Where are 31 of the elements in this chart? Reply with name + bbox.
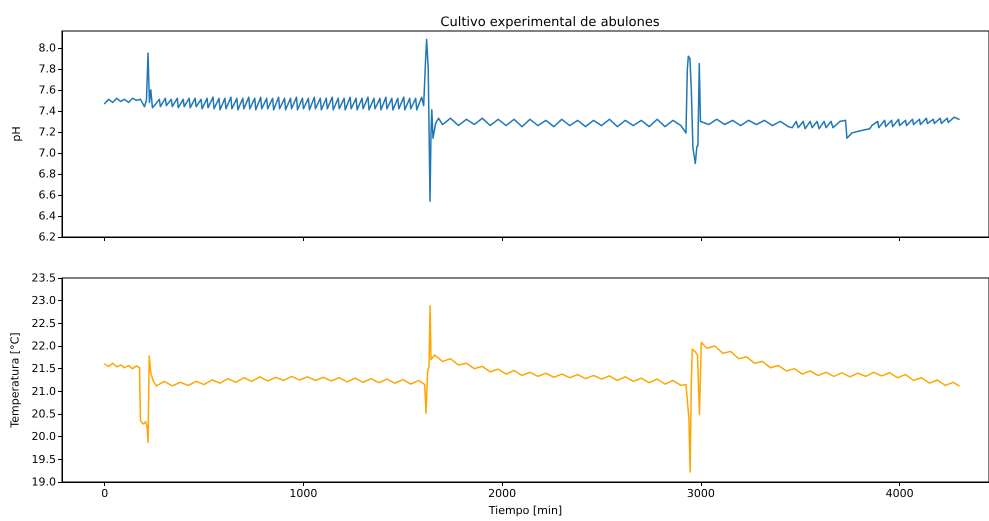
y-tick-label: 22.5 [32,316,56,330]
y-tick-label: 6.2 [38,230,56,244]
y-axis-title: Temperatura [°C] [8,332,22,429]
y-tick-label: 6.4 [38,209,56,222]
y-tick-label: 21.0 [32,384,56,398]
x-axis-title: Tiempo [min] [488,504,562,517]
y-tick-label: 19.5 [32,452,56,466]
y-tick-label: 22.0 [32,340,56,352]
y-tick-label: 20.0 [32,430,56,444]
y-tick-label: 21.5 [32,362,56,376]
y-tick-label: 6.6 [38,188,56,202]
y-tick-label: 7.8 [38,62,56,76]
x-tick-label: 0 [101,487,108,500]
y-tick-label: 23.0 [32,294,56,308]
x-tick-label: 4000 [886,487,914,500]
x-tick-label: 1000 [289,487,318,500]
y-tick-label: 7.2 [38,125,56,138]
y-tick-label: 23.5 [32,272,56,284]
y-axis-title: pH [10,126,23,142]
x-tick-label: 2000 [488,487,516,500]
y-tick-label: 19.0 [32,476,56,488]
line-series [104,304,960,473]
y-tick-label: 8.0 [38,41,56,54]
line-series [104,38,960,202]
y-tick-label: 20.5 [32,408,56,420]
y-tick-label: 7.0 [38,146,56,160]
chart-title: Cultivo experimental de abulones [440,15,660,30]
y-tick-label: 6.8 [38,167,56,180]
y-tick-label: 7.6 [38,83,56,96]
y-tick-label: 7.4 [38,104,56,118]
x-tick-label: 3000 [686,487,715,500]
